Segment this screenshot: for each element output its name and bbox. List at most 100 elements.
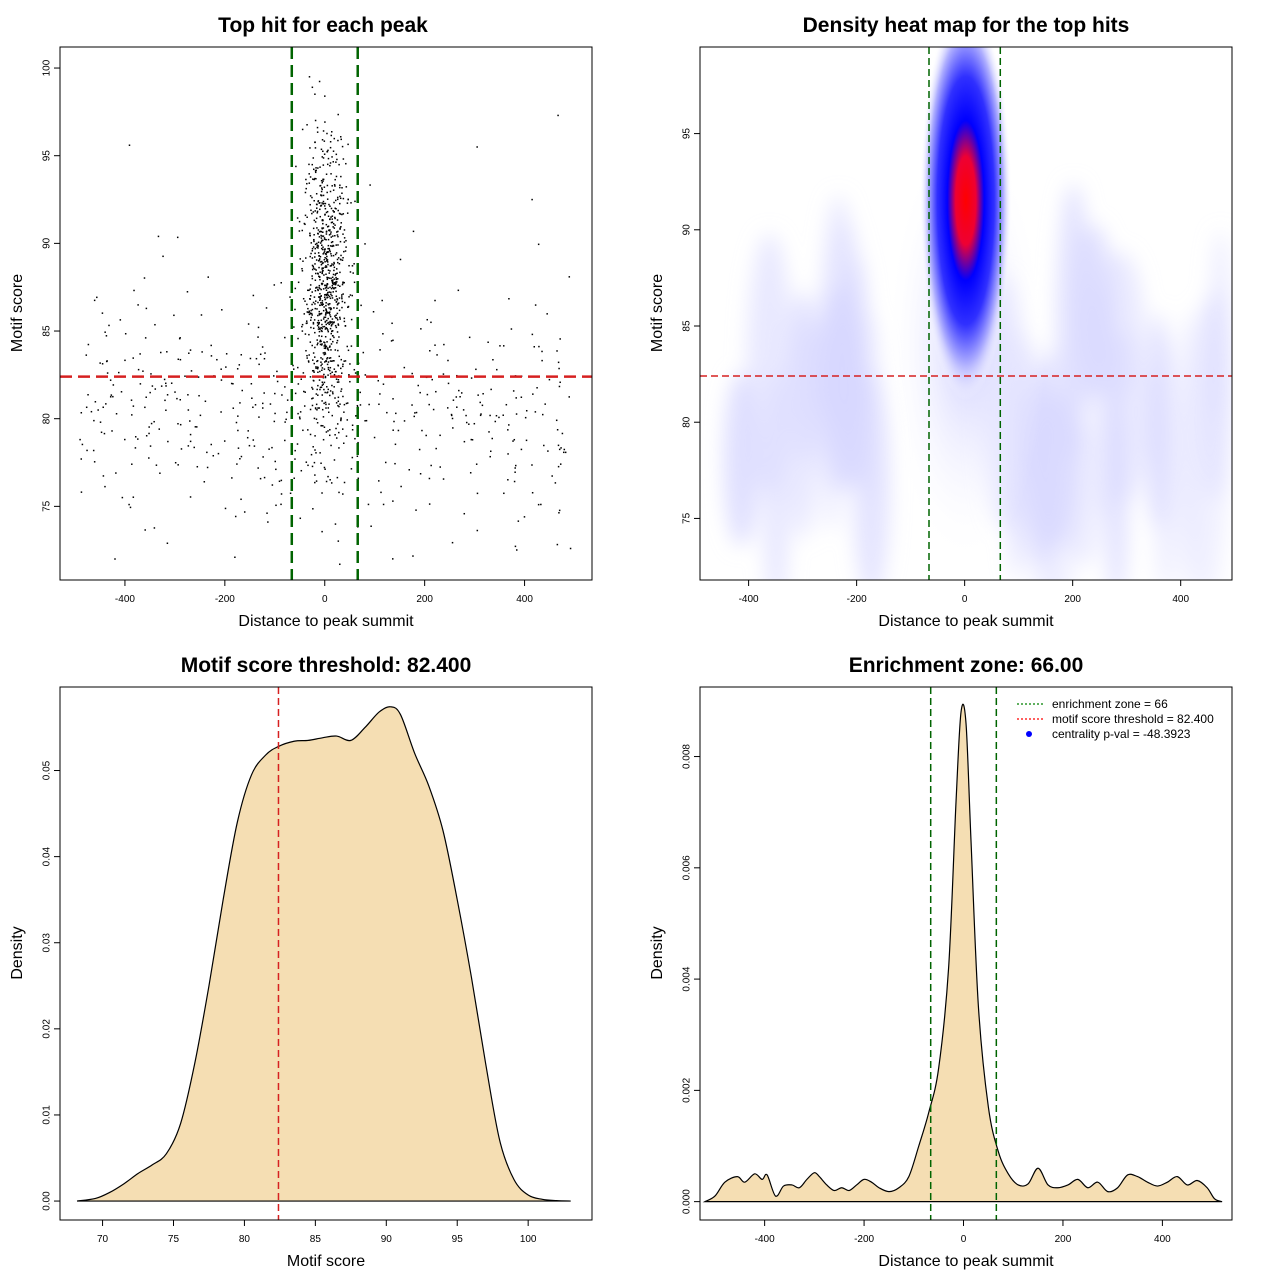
scatter-point xyxy=(317,252,320,254)
scatter-point xyxy=(318,80,321,83)
scatter-point xyxy=(321,187,323,189)
scatter-point xyxy=(322,200,325,203)
scatter-point xyxy=(326,276,328,279)
scatter-point xyxy=(488,431,490,433)
scatter-point xyxy=(262,402,264,405)
scatter-point xyxy=(232,407,235,409)
scatter-point xyxy=(502,345,505,347)
scatter-point xyxy=(309,288,311,290)
scatter-y-axis: 75 80 85 90 95 100 xyxy=(42,59,60,512)
scatter-point xyxy=(321,156,324,158)
scatter-point xyxy=(327,374,329,376)
scatter-point xyxy=(331,241,334,243)
scatter-point xyxy=(334,274,337,276)
scatter-point xyxy=(329,308,332,311)
scatter-point xyxy=(316,359,319,362)
scatter-point xyxy=(329,265,332,267)
scatter-point xyxy=(439,434,441,437)
scatter-point xyxy=(328,249,331,251)
scatter-point xyxy=(335,175,338,178)
scatter-point xyxy=(330,444,332,447)
scatter-point xyxy=(339,228,341,230)
scatter-point xyxy=(112,395,114,398)
scatter-point xyxy=(324,353,327,355)
scatter-point xyxy=(80,491,83,493)
score-density-panel: Motif score threshold: 82.400 70 75 80 85 90… xyxy=(9,654,593,1270)
scatter-point xyxy=(315,418,318,420)
scatter-point xyxy=(177,358,180,361)
scatter-point xyxy=(314,303,316,305)
scatter-point xyxy=(325,313,327,315)
scatter-point xyxy=(356,404,359,407)
scatter-point xyxy=(327,287,329,289)
scatter-point xyxy=(323,325,326,328)
scatter-point xyxy=(332,335,334,337)
scatter-point xyxy=(326,357,329,359)
heatmap-density xyxy=(700,47,1232,580)
scatter-point xyxy=(314,307,317,310)
scatter-point xyxy=(353,368,356,371)
scatter-point xyxy=(334,178,336,181)
scatter-point xyxy=(339,227,341,229)
scatter-point xyxy=(305,320,308,322)
scatter-point xyxy=(331,286,334,289)
scatter-point xyxy=(217,452,220,455)
scatter-point xyxy=(323,251,325,254)
scatter-point xyxy=(329,245,332,247)
scatter-point xyxy=(80,458,83,460)
scatter-point xyxy=(318,286,320,289)
scatter-point xyxy=(338,212,341,215)
scatter-point xyxy=(324,314,327,316)
scatter-point xyxy=(330,221,333,224)
scatter-point xyxy=(321,181,324,184)
scatter-point xyxy=(327,276,329,279)
scatter-point xyxy=(329,218,331,220)
scatter-point xyxy=(311,404,314,407)
scatter-point xyxy=(332,235,334,237)
scatter-point xyxy=(174,391,176,393)
scatter-point xyxy=(344,250,347,252)
scatter-point xyxy=(328,346,331,348)
scatter-point xyxy=(321,400,323,402)
scatter-point xyxy=(378,480,380,482)
scatter-point xyxy=(381,299,383,302)
scatter-point xyxy=(320,335,323,338)
scatter-point xyxy=(269,403,272,405)
scatter-point xyxy=(325,309,328,311)
y-tick-label: 0.002 xyxy=(682,1077,693,1102)
scatter-point xyxy=(311,212,313,215)
scatter-point xyxy=(325,238,327,241)
heatmap-y-axis: 75 80 85 90 95 xyxy=(682,128,700,524)
scatter-point xyxy=(317,319,320,322)
scatter-point xyxy=(133,289,135,292)
scatter-point xyxy=(322,352,325,354)
scatter-point xyxy=(306,124,308,126)
scatter-point xyxy=(331,221,334,223)
scatter-point xyxy=(489,414,491,417)
scatter-point xyxy=(189,433,192,436)
scatter-point xyxy=(532,393,534,395)
scatter-point xyxy=(342,395,344,398)
scatter-point xyxy=(318,313,321,315)
scatter-point xyxy=(311,303,313,306)
scatter-point xyxy=(326,259,328,262)
scatter-point xyxy=(114,558,116,560)
scatter-point xyxy=(284,336,286,339)
scatter-point xyxy=(327,349,330,351)
scatter-point xyxy=(343,229,346,231)
scatter-point xyxy=(210,344,212,347)
scatter-point xyxy=(328,272,330,274)
scatter-point xyxy=(559,338,561,340)
scatter-point xyxy=(324,256,326,259)
scatter-point xyxy=(352,272,354,274)
scatter-point xyxy=(308,76,311,78)
scatter-point xyxy=(336,476,339,479)
scatter-point xyxy=(101,312,104,314)
scatter-point xyxy=(426,393,429,396)
scatter-point xyxy=(324,261,326,263)
scatter-point xyxy=(345,435,348,437)
scatter-point xyxy=(470,377,473,379)
scatter-point xyxy=(155,464,158,466)
scatter-point xyxy=(343,237,346,239)
scatter-point xyxy=(327,251,330,253)
